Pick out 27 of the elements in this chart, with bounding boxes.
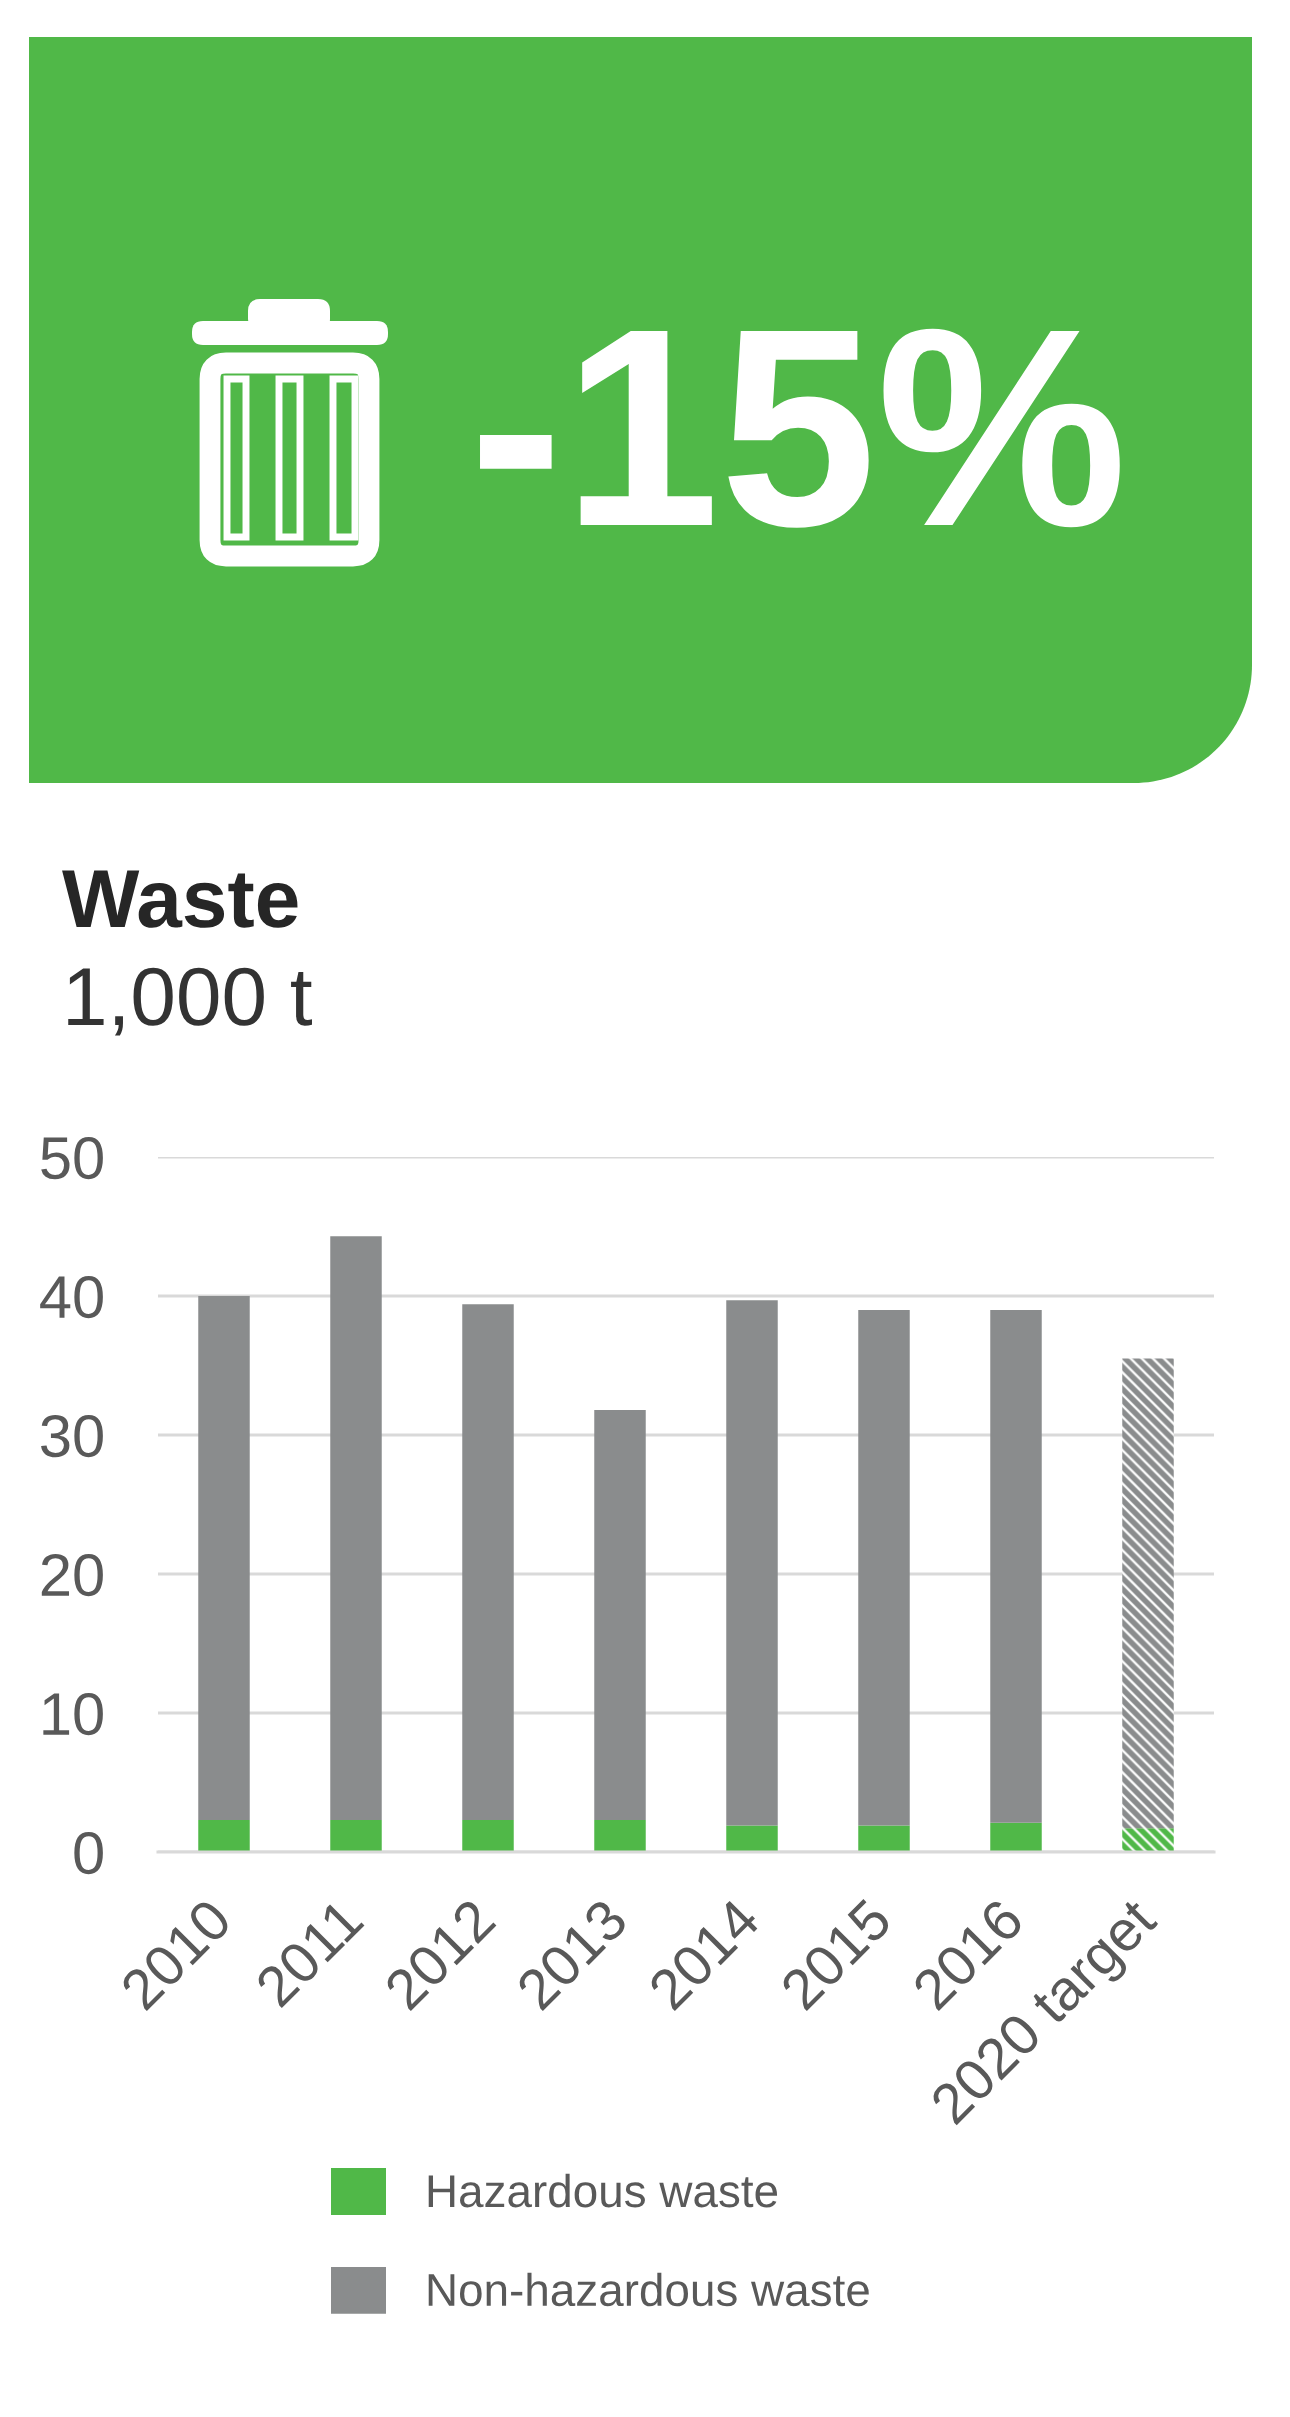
bar xyxy=(594,1820,646,1852)
y-tick-label: 50 xyxy=(41,1136,103,1180)
y-tick-label: 0 xyxy=(74,1831,103,1875)
y-tick-label: 10 xyxy=(43,1692,103,1736)
legend-label: Hazardous waste xyxy=(428,2173,778,2208)
bar xyxy=(462,1820,514,1852)
bar xyxy=(330,1236,382,1821)
legend-label: Non-hazardous waste xyxy=(428,2272,869,2307)
bar xyxy=(726,1825,778,1852)
chart-subtitle: 1,000 t xyxy=(68,967,312,1036)
bar xyxy=(1122,1828,1174,1852)
bar xyxy=(990,1309,1042,1823)
bar xyxy=(198,1820,250,1852)
bar xyxy=(1122,1358,1174,1829)
text: -15% xyxy=(480,328,1120,528)
chart-title: Waste xyxy=(62,870,298,928)
bar xyxy=(858,1309,910,1826)
bar xyxy=(858,1825,910,1852)
y-tick-label: 40 xyxy=(40,1275,103,1319)
bar xyxy=(594,1409,646,1821)
y-tick-label: 30 xyxy=(41,1414,103,1458)
y-tick-label: 20 xyxy=(41,1553,103,1597)
bar xyxy=(462,1304,514,1821)
bar xyxy=(990,1822,1042,1852)
bar xyxy=(198,1296,250,1821)
bar xyxy=(726,1300,778,1826)
bar xyxy=(330,1820,382,1852)
